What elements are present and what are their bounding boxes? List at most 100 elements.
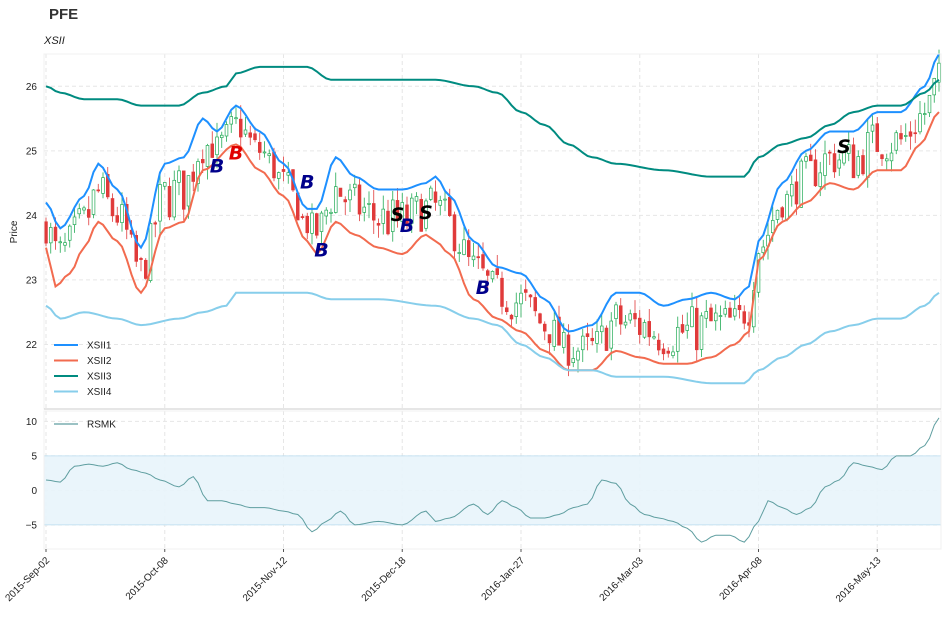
candle-body (899, 133, 903, 140)
osc-panel-frame (43, 410, 942, 550)
candle-body (737, 305, 742, 311)
candle-body (846, 144, 851, 154)
candle-body (476, 256, 481, 259)
candle-body (742, 311, 746, 324)
legend-label: XSII2 (87, 356, 112, 367)
signal-b: B (300, 172, 314, 194)
line-rsmk (45, 417, 940, 543)
candle-body (101, 177, 105, 194)
candle-body (547, 334, 552, 344)
candle-body (438, 200, 443, 206)
line-xsii4 (45, 291, 940, 385)
candle-body (115, 215, 119, 223)
candle-body (481, 254, 485, 269)
signal-s: S (837, 136, 851, 158)
candle-body (761, 246, 765, 253)
candle-body (585, 333, 590, 337)
candle-body (865, 132, 870, 178)
candle-body (609, 320, 613, 349)
candle-body (500, 277, 504, 307)
candle-body (63, 242, 67, 246)
candle-body (134, 235, 139, 262)
candle-body (457, 252, 462, 254)
candle-body (419, 198, 424, 232)
candle-body (248, 132, 253, 138)
candle-body (927, 94, 932, 114)
candle-body (880, 154, 884, 160)
candle-body (144, 259, 148, 279)
candle-body (405, 204, 409, 227)
candle-body (656, 339, 661, 351)
candle-body (153, 222, 158, 225)
candle-body (253, 133, 257, 141)
candle-body (210, 143, 215, 158)
candle-body (813, 159, 818, 187)
candle-body (362, 206, 367, 213)
candle-body (614, 304, 618, 319)
candle-body (177, 170, 181, 183)
osc-tick-label: 5 (31, 451, 37, 462)
candle-body (215, 136, 219, 156)
candle-body (576, 350, 580, 361)
candle-body (908, 131, 913, 137)
price-tick-label: 24 (26, 211, 38, 222)
candle-body (486, 270, 490, 276)
candle-body (448, 196, 452, 216)
candle-body (889, 152, 894, 162)
candle-body (770, 220, 775, 234)
candle-body (82, 207, 86, 211)
candle-body (580, 335, 585, 351)
candle-body (400, 202, 405, 222)
legend-label: XSII3 (87, 372, 112, 383)
candle-body (566, 334, 571, 366)
candle-body (823, 153, 827, 176)
candle-body (105, 173, 110, 198)
candle-body (310, 212, 314, 234)
candle-body (196, 161, 200, 184)
candle-body (386, 210, 390, 235)
candle-body (53, 226, 58, 242)
candle-body (780, 207, 784, 218)
price-tick-label: 25 (26, 146, 38, 157)
candle-body (794, 181, 799, 205)
candle-body (666, 350, 670, 354)
candle-body (699, 315, 704, 350)
osc-tick-label: 10 (26, 417, 38, 428)
candle-body (832, 153, 837, 173)
candle-body (628, 313, 632, 321)
osc-tick-label: 0 (31, 486, 37, 497)
price-tick-label: 22 (26, 340, 38, 351)
candle-body (91, 189, 96, 215)
line-xsii2 (45, 111, 940, 372)
candle-body (158, 184, 162, 222)
candle-body (884, 158, 889, 162)
x-tick-label: 2015-Nov-12 (241, 555, 290, 604)
candle-body (671, 351, 675, 356)
candle-body (471, 255, 476, 261)
chart-title: PFE (49, 6, 79, 23)
line-xsii1 (45, 53, 940, 333)
candle-body (709, 307, 713, 322)
line-xsii3 (45, 65, 940, 178)
candle-body (163, 182, 167, 187)
candle-body (348, 189, 352, 201)
signal-b: B (476, 277, 490, 299)
candle-body (267, 153, 272, 156)
candle-body (932, 78, 936, 96)
signal-b: B (210, 155, 224, 177)
candlesticks (44, 49, 941, 377)
oscillator-band (44, 455, 941, 526)
candle-body (462, 239, 466, 255)
signal-b: B (314, 239, 328, 261)
candle-body (258, 141, 262, 153)
candle-body (58, 241, 62, 244)
candle-body (343, 199, 348, 203)
candle-body (319, 212, 324, 232)
candle-body (367, 203, 371, 205)
candle-body (509, 314, 514, 320)
legend-label: XSII1 (87, 341, 112, 352)
legend: XSII1 XSII2 XSII3 XSII4 RSMK (54, 341, 116, 431)
candle-body (381, 208, 386, 224)
candle-body (837, 159, 841, 169)
